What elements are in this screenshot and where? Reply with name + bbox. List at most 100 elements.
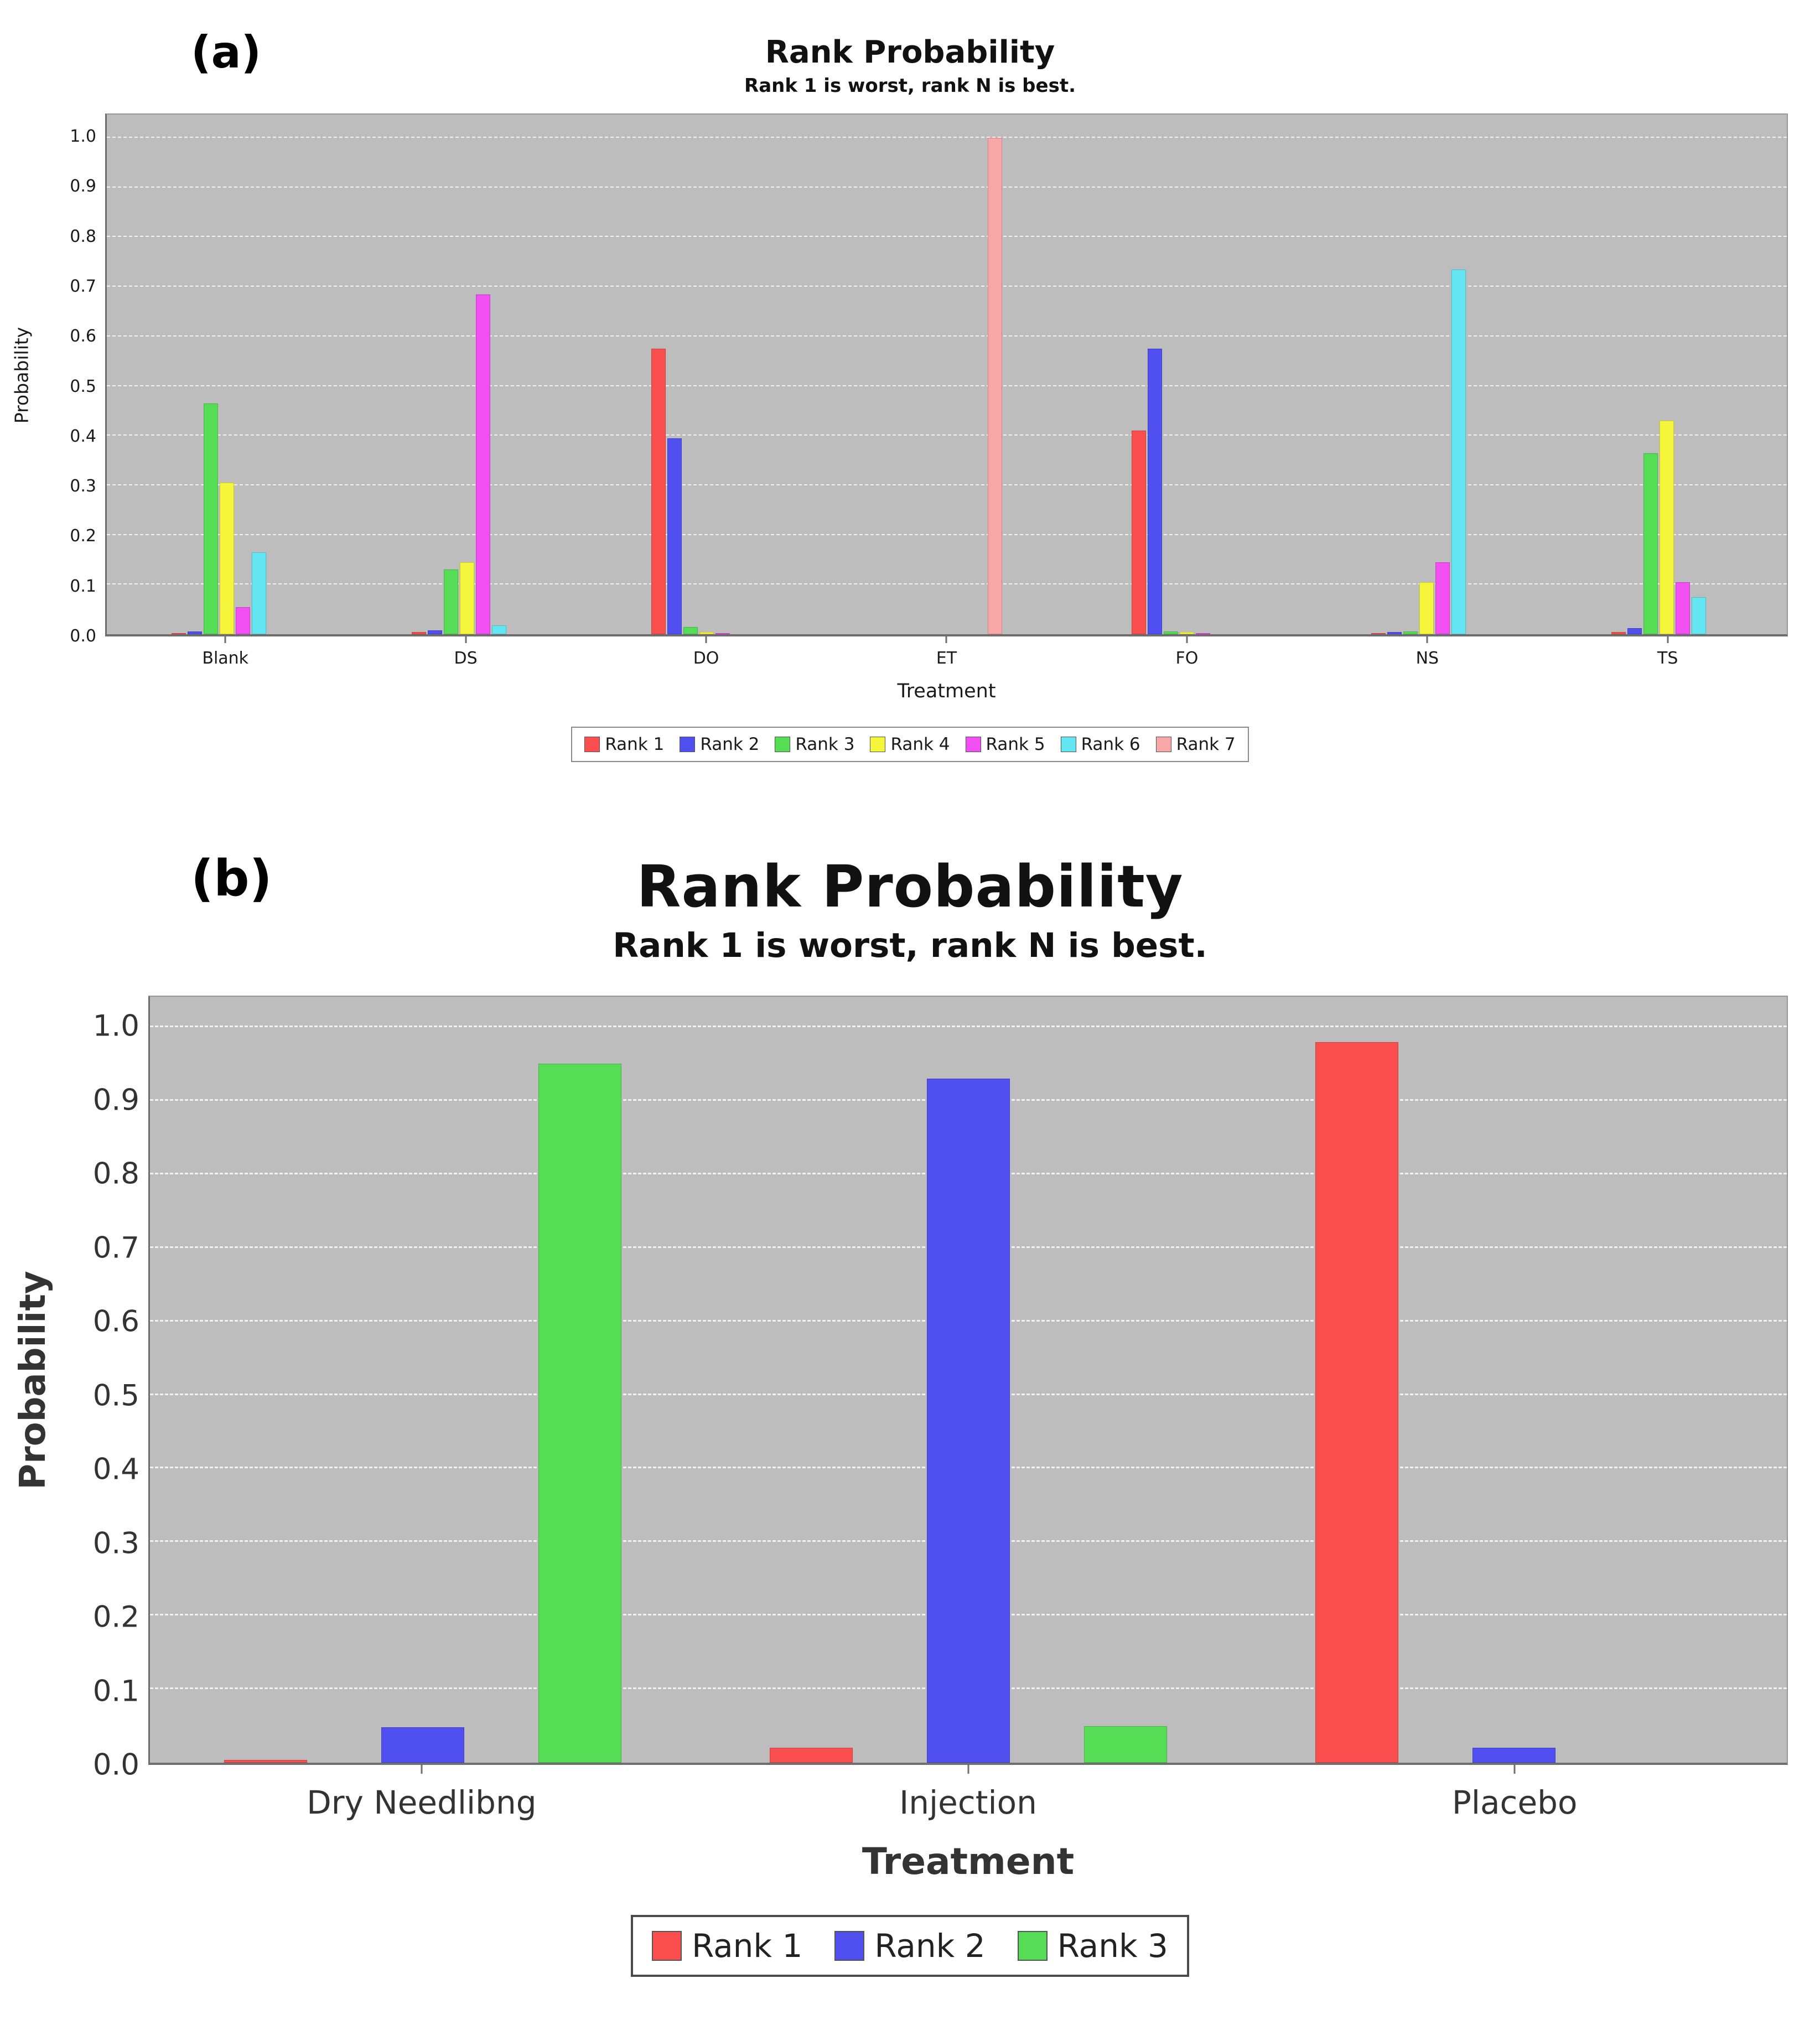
bar-rank-2 xyxy=(381,1727,464,1763)
legend-swatch xyxy=(870,737,886,752)
bar-rank-1 xyxy=(1131,431,1146,634)
y-tick-label: 0.0 xyxy=(70,626,96,646)
bar-rank-2 xyxy=(1627,628,1642,634)
x-tick-text: Injection xyxy=(899,1784,1037,1821)
x-tick-mark xyxy=(1186,636,1188,643)
x-tick-text: Dry Needlibng xyxy=(307,1784,537,1821)
x-tick-label: Injection xyxy=(695,1765,1242,1821)
legend: Rank 1 Rank 2 Rank 3 xyxy=(631,1915,1189,1977)
gridline xyxy=(107,583,1787,585)
x-tick-label: DS xyxy=(345,636,585,668)
x-tick-text: DS xyxy=(454,649,478,668)
bar-rank-5 xyxy=(715,633,730,634)
y-axis: 0.0 0.1 0.2 0.3 0.4 0.5 0.6 0.7 0.8 0.9 1.0 xyxy=(43,128,96,645)
y-axis-title-col: Probability xyxy=(0,996,66,1765)
x-tick-mark xyxy=(224,636,226,643)
bar-rank-1 xyxy=(224,1759,307,1763)
gridline xyxy=(150,1026,1787,1027)
gridline xyxy=(107,236,1787,237)
y-tick-label: 1.0 xyxy=(92,1009,139,1043)
y-tick-label: 0.5 xyxy=(70,376,96,396)
x-tick-label: Placebo xyxy=(1241,1765,1788,1821)
y-tick-label: 0.9 xyxy=(92,1083,139,1117)
gridline xyxy=(107,385,1787,386)
x-tick-text: FO xyxy=(1175,649,1199,668)
bar-group-fo xyxy=(1067,138,1307,634)
y-axis-title: Probability xyxy=(13,1271,54,1490)
legend-swatch xyxy=(1155,737,1171,752)
legend-label: Rank 5 xyxy=(986,734,1045,754)
bar-rank-5 xyxy=(1435,562,1450,634)
legend-label: Rank 1 xyxy=(605,734,665,754)
y-tick-label: 0.4 xyxy=(92,1452,139,1487)
x-tick-mark xyxy=(967,1765,969,1774)
y-tick-label: 0.3 xyxy=(70,477,96,496)
x-tick-text: TS xyxy=(1657,649,1678,668)
bar-rank-3 xyxy=(203,403,218,634)
bar-rank-3 xyxy=(1403,631,1418,634)
legend-label: Rank 2 xyxy=(874,1927,986,1965)
bar-rank-6 xyxy=(1451,269,1466,634)
x-tick-mark xyxy=(1513,1765,1516,1774)
chart-a-header: Rank Probability Rank 1 is worst, rank N… xyxy=(0,19,1820,97)
y-tick-label: 0.7 xyxy=(70,276,96,296)
bar-group-et xyxy=(827,138,1067,634)
x-tick-text: Placebo xyxy=(1451,1784,1578,1821)
legend-item: Rank 6 xyxy=(1060,734,1140,754)
x-tick-text: DO xyxy=(693,649,719,668)
chart-a: (a) Rank Probability Rank 1 is worst, ra… xyxy=(0,19,1820,762)
bar-rank-2 xyxy=(187,631,202,634)
y-axis: 0.0 0.1 0.2 0.3 0.4 0.5 0.6 0.7 0.8 0.9 1.0 xyxy=(66,1012,139,1780)
legend-label: Rank 1 xyxy=(692,1927,803,1965)
gridline xyxy=(107,434,1787,436)
bar-rank-3 xyxy=(683,626,698,634)
bar-rank-3 xyxy=(443,569,458,634)
legend-swatch xyxy=(965,737,981,752)
bar-group-ts xyxy=(1547,138,1787,634)
x-tick-text: Blank xyxy=(202,649,249,668)
bar-rank-4 xyxy=(1179,632,1194,634)
panel-label-b: (b) xyxy=(191,850,272,908)
y-tick-label: 0.2 xyxy=(92,1600,139,1634)
y-tick-label: 0.9 xyxy=(70,177,96,196)
gridline xyxy=(107,484,1787,485)
bar-rank-4 xyxy=(699,631,714,634)
x-tick-mark xyxy=(705,636,707,643)
legend-row: Rank 1 Rank 2 Rank 3 Rank 4 Rank 5 Rank 6 Rank… xyxy=(0,727,1820,762)
y-axis-col: 0.0 0.1 0.2 0.3 0.4 0.5 0.6 0.7 0.8 0.9 1.0 xyxy=(66,996,148,1780)
y-tick-label: 0.0 xyxy=(92,1748,139,1782)
plot-scale xyxy=(107,137,1787,634)
legend-label: Rank 3 xyxy=(1057,1927,1168,1965)
bar-group-placebo xyxy=(1241,1027,1787,1763)
bar-rank-2 xyxy=(927,1079,1010,1763)
bar-rank-3 xyxy=(538,1064,621,1763)
bar-rank-5 xyxy=(1195,633,1210,634)
bar-group-ds xyxy=(347,138,587,634)
plot-scale xyxy=(150,1026,1787,1763)
legend-label: Rank 3 xyxy=(795,734,855,754)
bar-rank-1 xyxy=(1611,631,1626,634)
chart-title: Rank Probability xyxy=(636,853,1184,920)
bar-rank-3 xyxy=(1084,1726,1167,1763)
y-axis-col: 0.0 0.1 0.2 0.3 0.4 0.5 0.6 0.7 0.8 0.9 1.0 xyxy=(43,113,105,645)
x-axis: Blank DS DO ET FO NS TS xyxy=(105,636,1788,668)
legend-item: Rank 3 xyxy=(1017,1927,1168,1965)
bar-rank-5 xyxy=(235,607,250,634)
bar-group-do xyxy=(587,138,827,634)
bar-rank-2 xyxy=(667,438,682,634)
bar-rank-5 xyxy=(475,294,490,634)
x-tick-label: DO xyxy=(586,636,826,668)
legend-item: Rank 2 xyxy=(834,1927,986,1965)
gridline xyxy=(107,286,1787,287)
bar-group-ns xyxy=(1307,138,1547,634)
legend-swatch xyxy=(680,737,696,752)
gridline xyxy=(107,186,1787,188)
y-tick-label: 0.3 xyxy=(92,1526,139,1560)
legend-swatch xyxy=(834,1931,865,1961)
y-tick-label: 0.8 xyxy=(92,1157,139,1191)
plot-area xyxy=(105,113,1788,636)
gridline xyxy=(107,335,1787,336)
legend: Rank 1 Rank 2 Rank 3 Rank 4 Rank 5 Rank 6 Rank… xyxy=(571,727,1249,762)
legend-swatch xyxy=(1060,737,1076,752)
bar-rank-4 xyxy=(459,562,474,634)
